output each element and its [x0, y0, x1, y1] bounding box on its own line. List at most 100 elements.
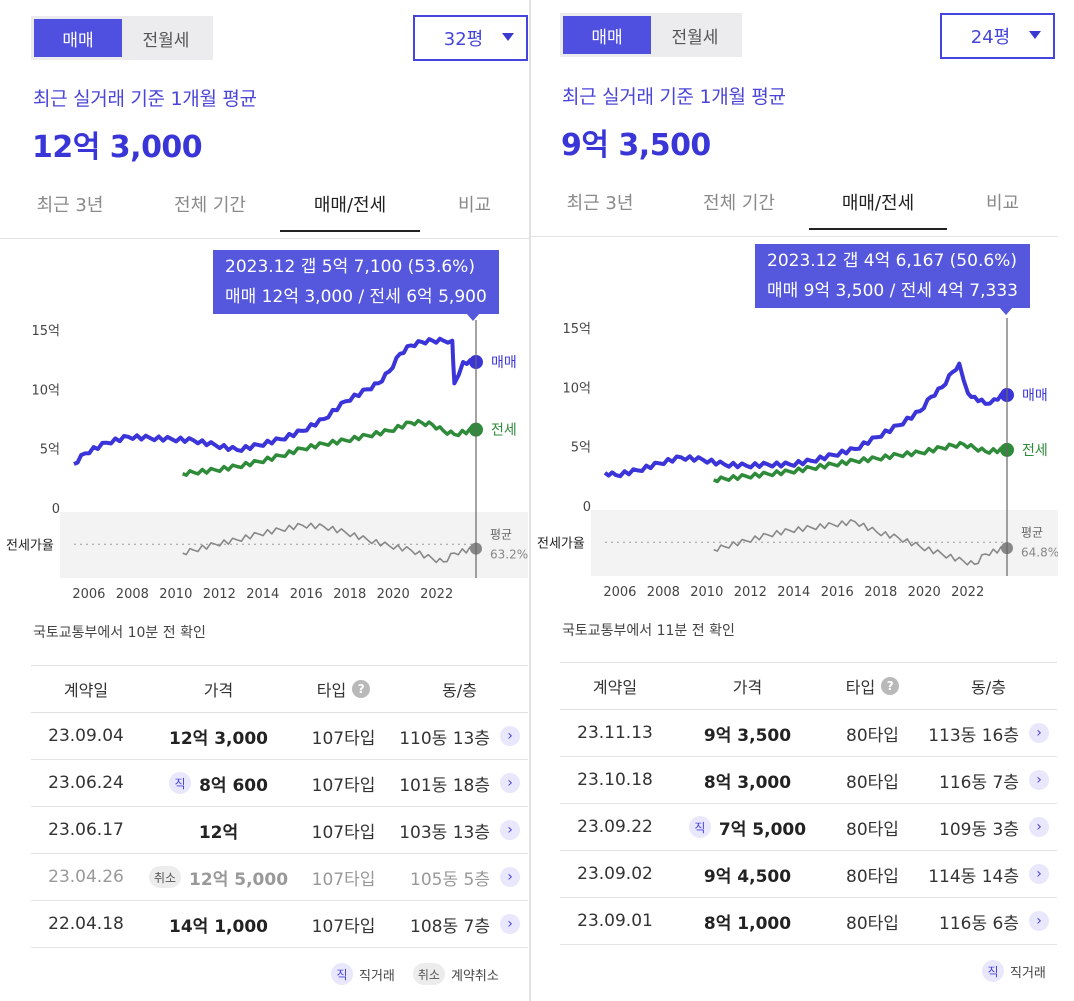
row-dong: 101동 18층: [399, 775, 490, 796]
tab-rent[interactable]: 전월세: [671, 27, 719, 48]
chevron-right-icon[interactable]: ›: [500, 914, 520, 934]
legend-label-cancel: 계약취소: [450, 968, 499, 984]
area-dropdown[interactable]: 32평: [413, 15, 528, 61]
legend-label-direct: 직거래: [1010, 965, 1046, 981]
area-dropdown-value: 32평: [443, 29, 484, 50]
average-price: 12억 3,000: [32, 130, 203, 165]
tab-all-period[interactable]: 전체 기간: [174, 195, 246, 216]
x-tick-label: 2014: [777, 585, 810, 600]
chevron-right-icon[interactable]: ›: [500, 820, 520, 840]
y-tick-label: 10억: [562, 381, 591, 396]
x-tick-label: 2016: [821, 585, 854, 600]
chevron-right-icon[interactable]: ›: [500, 773, 520, 793]
table-row[interactable]: 23.09.02 9억 4,500 80타입 114동 14층 ›: [560, 851, 1057, 898]
row-price: 14억 1,000: [169, 916, 268, 937]
row-dong-cell: 114동 14층 ›: [920, 862, 1057, 887]
tab-compare[interactable]: 비교: [985, 193, 1020, 214]
row-dong: 108동 7층: [410, 916, 490, 937]
jeonse-ratio-line: [713, 519, 1006, 566]
x-tick-label: 2022: [951, 585, 984, 600]
table-row[interactable]: 23.09.01 8억 1,000 80타입 116동 6층 ›: [560, 898, 1057, 945]
row-dong-cell: 116동 6층 ›: [920, 909, 1057, 934]
table-row[interactable]: 23.11.13 9억 3,500 80타입 113동 16층 ›: [560, 710, 1057, 757]
tooltip-line-2: 매매 12억 3,000 / 전세 6억 5,900: [225, 287, 487, 307]
row-price: 12억: [198, 822, 239, 843]
y-tick-label: 5억: [40, 443, 60, 458]
series-label: 매매: [1022, 388, 1048, 404]
tab-sale[interactable]: 매매: [563, 16, 651, 54]
row-price-cell: 9억 4,500: [670, 862, 825, 887]
table-row[interactable]: 23.06.24 직 8억 600 107타입 101동 18층 ›: [31, 760, 528, 807]
row-type: 107타입: [311, 869, 376, 890]
x-tick-label: 2018: [333, 587, 366, 602]
chevron-right-icon[interactable]: ›: [500, 867, 520, 887]
x-tick-label: 2020: [908, 585, 941, 600]
chevron-right-icon[interactable]: ›: [500, 726, 520, 746]
row-date: 23.09.22: [577, 817, 653, 837]
row-date: 23.09.02: [577, 864, 653, 884]
row-dong-cell: 116동 7층 ›: [920, 768, 1057, 793]
transactions-table: 계약일 가격 타입? 동/층 23.11.13 9억 3,500 80타입 113동 …: [560, 662, 1057, 945]
row-dong: 103동 13층: [399, 822, 490, 843]
y-tick-label: 15억: [31, 324, 60, 339]
divider: [0, 238, 529, 239]
price-chart[interactable]: 15억 10억 5억 0 2006 2008 2010 2012 2014 2016 2018 202…: [0, 240, 529, 630]
deal-type-toggle: 매매 전월세: [31, 16, 213, 60]
table-row[interactable]: 23.04.26 취소 12억 5,000 107타입 105동 5층 ›: [31, 854, 528, 901]
area-dropdown[interactable]: 24평: [940, 13, 1055, 59]
row-date: 23.06.24: [48, 773, 124, 793]
tab-sale[interactable]: 매매: [34, 19, 122, 57]
deal-type-toggle: 매매 전월세: [560, 13, 742, 57]
tooltip-line-1: 2023.12 갭 4억 6,167 (50.6%): [767, 251, 1017, 271]
left-panel: 매매 전월세 32평 최근 실거래 기준 1개월 평균 12억 3,000 최근…: [0, 0, 529, 1001]
help-icon[interactable]: ?: [881, 677, 900, 695]
tab-compare[interactable]: 비교: [457, 195, 492, 216]
col-type: 타입?: [296, 677, 391, 701]
series-label: 전세: [491, 423, 517, 439]
tab-rent[interactable]: 전월세: [142, 30, 190, 51]
x-tick-label: 2022: [420, 587, 453, 602]
tab-all-period[interactable]: 전체 기간: [703, 193, 775, 214]
table-row[interactable]: 23.10.18 8억 3,000 80타입 116동 7층 ›: [560, 757, 1057, 804]
chevron-right-icon[interactable]: ›: [1029, 770, 1049, 790]
row-type: 80타입: [846, 819, 899, 840]
tooltip-line-1: 2023.12 갭 5억 7,100 (53.6%): [225, 257, 475, 277]
row-price: 8억 3,000: [703, 772, 792, 793]
chevron-right-icon[interactable]: ›: [1029, 911, 1049, 931]
row-date: 23.04.26: [48, 867, 124, 887]
row-dong: 113동 16층: [928, 725, 1019, 746]
row-dong-cell: 108동 7층 ›: [391, 912, 528, 937]
badge-legend: 직 직거래: [982, 960, 1046, 982]
table-row[interactable]: 23.09.04 12억 3,000 107타입 110동 13층 ›: [31, 713, 528, 760]
row-date: 22.04.18: [48, 914, 124, 934]
col-type-label: 타입: [845, 678, 876, 697]
tab-recent-3y[interactable]: 최근 3년: [566, 193, 634, 214]
row-type: 80타입: [846, 725, 899, 746]
data-source-note: 국토교통부에서 11분 전 확인: [562, 623, 735, 639]
table-row[interactable]: 23.06.17 12억 107타입 103동 13층 ›: [31, 807, 528, 854]
chevron-right-icon[interactable]: ›: [1029, 817, 1049, 837]
chart-tabs: 최근 3년 전체 기간 매매/전세 비교: [0, 176, 529, 232]
row-price: 12억 3,000: [169, 728, 268, 749]
table-row[interactable]: 22.04.18 14억 1,000 107타입 108동 7층 ›: [31, 901, 528, 948]
row-price-cell: 12억: [141, 818, 296, 843]
chevron-right-icon[interactable]: ›: [1029, 864, 1049, 884]
price-chart[interactable]: 15억 10억 5억 0 2006 2008 2010 2012 2014 2016 2018 202…: [531, 238, 1058, 628]
row-date: 23.11.13: [577, 723, 653, 743]
chart-tabs: 최근 3년 전체 기간 매매/전세 비교: [531, 174, 1058, 230]
ratio-band: [60, 512, 528, 578]
help-icon[interactable]: ?: [352, 680, 371, 698]
tab-sale-jeonse[interactable]: 매매/전세: [809, 174, 947, 230]
table-row[interactable]: 23.09.22 직 7억 5,000 80타입 109동 3층 ›: [560, 804, 1057, 851]
sale-price-line: [603, 361, 1006, 479]
col-date: 계약일: [592, 678, 638, 697]
tab-recent-3y[interactable]: 최근 3년: [36, 195, 104, 216]
price-subtitle: 최근 실거래 기준 1개월 평균: [33, 88, 257, 110]
chevron-right-icon[interactable]: ›: [1029, 723, 1049, 743]
row-date: 23.10.18: [577, 770, 653, 790]
x-tick-label: 2016: [290, 587, 323, 602]
tab-sale-jeonse[interactable]: 매매/전세: [280, 176, 420, 232]
chart-tooltip: 2023.12 갭 4억 6,167 (50.6%) 매매 9억 3,500 /…: [755, 244, 1030, 315]
row-date: 23.09.01: [577, 911, 653, 931]
y-tick-label: 5억: [571, 441, 591, 456]
